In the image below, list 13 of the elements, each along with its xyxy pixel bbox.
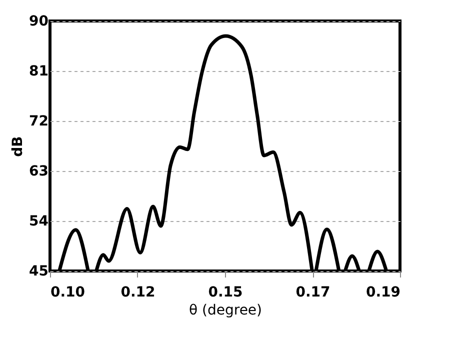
x-tick-label: 0.19 (366, 284, 400, 300)
y-tick-label: 72 (29, 114, 48, 130)
y-tick-label: 90 (29, 14, 49, 30)
y-tick-label: 63 (29, 164, 48, 180)
x-tick-label: 0.10 (50, 284, 86, 300)
y-tick-label: 54 (29, 214, 49, 230)
x-axis-title: θ (degree) (188, 302, 262, 318)
x-tick-label: 0.12 (120, 284, 156, 300)
y-tick-label: 81 (29, 64, 48, 80)
x-tick-label: 0.15 (208, 284, 243, 300)
y-axis-title: dB (10, 136, 26, 157)
y-tick-label: 45 (29, 264, 48, 280)
x-tick-label: 0.17 (296, 284, 330, 300)
